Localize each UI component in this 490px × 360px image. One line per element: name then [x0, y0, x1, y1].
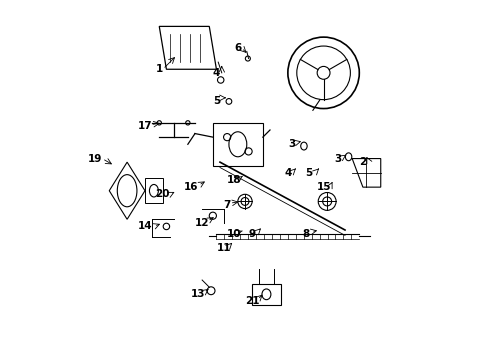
- Text: 14: 14: [138, 221, 152, 231]
- Text: 5: 5: [306, 168, 313, 178]
- Bar: [213, 123, 263, 166]
- Polygon shape: [159, 26, 217, 69]
- Text: 11: 11: [216, 243, 231, 253]
- Text: 16: 16: [184, 182, 198, 192]
- Text: 8: 8: [302, 229, 309, 239]
- Text: 12: 12: [195, 218, 209, 228]
- Text: 3: 3: [288, 139, 295, 149]
- Text: 2: 2: [359, 157, 367, 167]
- Text: 18: 18: [227, 175, 242, 185]
- Text: 1: 1: [156, 64, 163, 74]
- Text: 9: 9: [248, 229, 256, 239]
- Bar: [145, 178, 163, 203]
- Text: 15: 15: [317, 182, 331, 192]
- Text: 3: 3: [334, 154, 342, 163]
- Text: 7: 7: [223, 200, 231, 210]
- Text: 6: 6: [234, 43, 242, 53]
- Text: 20: 20: [156, 189, 170, 199]
- Text: 21: 21: [245, 296, 259, 306]
- Text: 4: 4: [284, 168, 292, 178]
- Text: 5: 5: [213, 96, 220, 107]
- Text: 4: 4: [213, 68, 220, 78]
- Text: 19: 19: [88, 154, 102, 163]
- Bar: [252, 284, 281, 305]
- Text: 10: 10: [227, 229, 242, 239]
- Text: 13: 13: [191, 289, 206, 299]
- Text: 17: 17: [138, 121, 152, 131]
